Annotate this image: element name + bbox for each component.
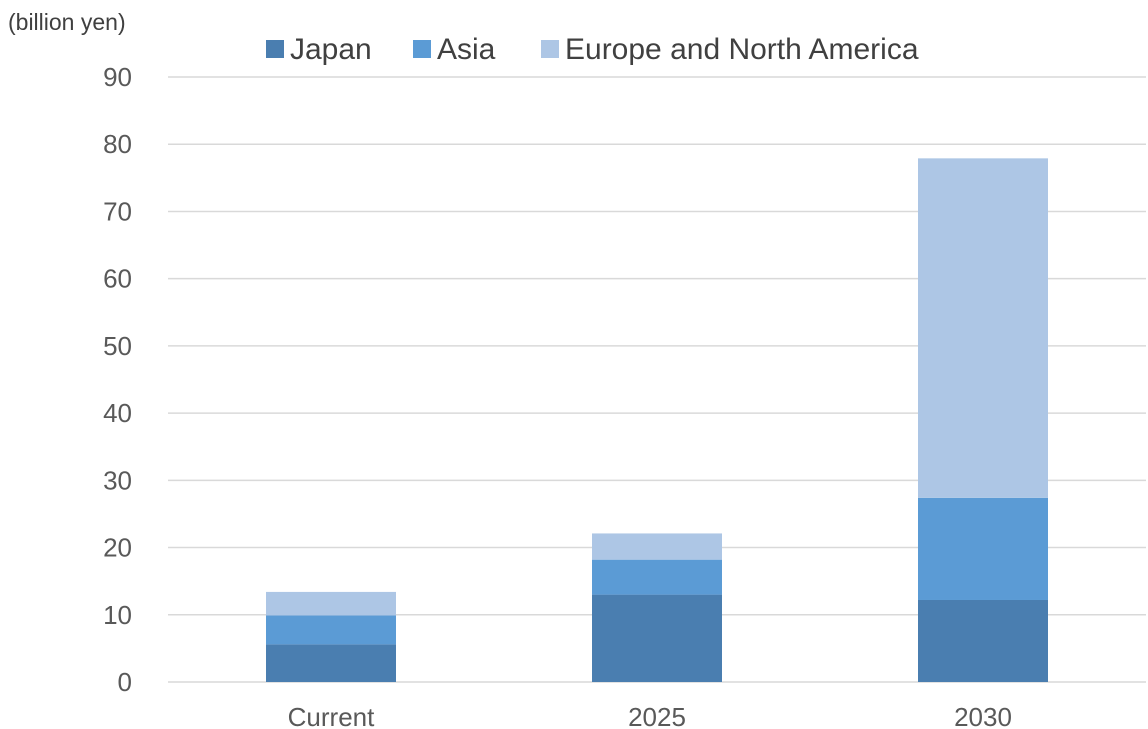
legend-swatch bbox=[413, 40, 431, 58]
unit-label: (billion yen) bbox=[8, 9, 126, 35]
legend-item: Asia bbox=[413, 33, 496, 66]
bar-segment-asia-current bbox=[266, 615, 396, 645]
y-tick-label: 10 bbox=[103, 600, 132, 630]
bar-segment-japan-2030 bbox=[918, 599, 1048, 682]
y-tick-label: 90 bbox=[103, 62, 132, 92]
bar-segment-japan-2025 bbox=[592, 594, 722, 682]
y-tick-label: 80 bbox=[103, 129, 132, 159]
legend-item: Europe and North America bbox=[541, 33, 919, 66]
y-tick-label: 40 bbox=[103, 398, 132, 428]
legend-label: Asia bbox=[437, 33, 496, 66]
x-axis: Current 2025 2030 bbox=[288, 702, 1012, 729]
y-tick-label: 20 bbox=[103, 533, 132, 563]
bar-segment-europe-and-north-america-current bbox=[266, 591, 396, 616]
y-tick-label: 50 bbox=[103, 331, 132, 361]
bar-segment-europe-and-north-america-2025 bbox=[592, 533, 722, 560]
bars bbox=[266, 158, 1048, 682]
x-tick-label: Current bbox=[288, 702, 375, 729]
legend-swatch bbox=[266, 40, 284, 58]
bar-segment-europe-and-north-america-2030 bbox=[918, 158, 1048, 498]
bar-segment-asia-2030 bbox=[918, 497, 1048, 600]
bar-segment-asia-2025 bbox=[592, 559, 722, 595]
legend-label: Japan bbox=[290, 33, 372, 66]
legend-item: Japan bbox=[266, 33, 372, 66]
legend-label: Europe and North America bbox=[565, 33, 919, 66]
y-tick-label: 70 bbox=[103, 196, 132, 226]
legend-swatch bbox=[541, 40, 559, 58]
x-tick-label: 2025 bbox=[628, 702, 686, 729]
legend: Japan Asia Europe and North America bbox=[266, 33, 919, 66]
y-tick-label: 0 bbox=[118, 667, 132, 697]
y-tick-label: 60 bbox=[103, 264, 132, 294]
bar-segment-japan-current bbox=[266, 644, 396, 682]
y-tick-label: 30 bbox=[103, 465, 132, 495]
x-tick-label: 2030 bbox=[954, 702, 1012, 729]
y-axis: 0 10 20 30 40 50 60 70 80 90 bbox=[103, 62, 132, 697]
